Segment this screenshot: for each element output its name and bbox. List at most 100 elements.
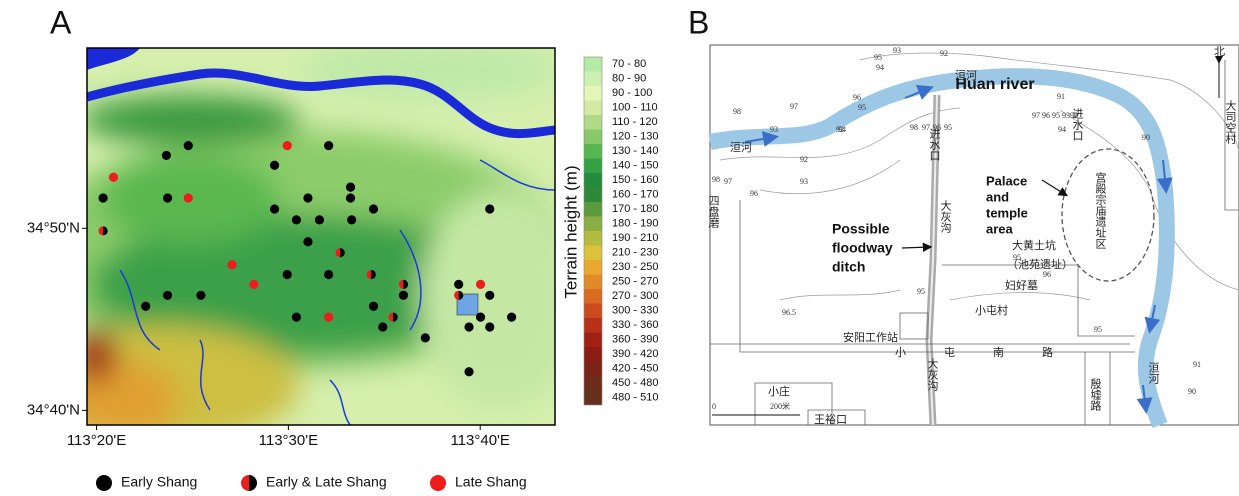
place-name: 宫殿宗庙遗址区 (1094, 171, 1107, 249)
legend-marker-right (249, 475, 257, 491)
contour-label: 95 (1094, 325, 1102, 334)
contour-label: 97 96 95 9392 (1032, 111, 1078, 120)
site (475, 279, 486, 289)
contour-label: 94 (1058, 125, 1066, 134)
legend-label: Late Shang (455, 474, 527, 490)
contour-label: 98 (733, 107, 741, 116)
place-name: 殷墟路 (1089, 378, 1102, 412)
colorbar-swatch (584, 289, 602, 304)
site (485, 290, 495, 300)
contour-label: 96 (1043, 270, 1051, 279)
colorbar-label: 210 - 230 (612, 247, 658, 259)
colorbar-label: 420 - 450 (612, 363, 658, 375)
contour-label: 97 (724, 177, 732, 186)
site (345, 193, 356, 203)
colorbar-label: 230 - 250 (612, 261, 658, 273)
river-name: Huan river (955, 76, 1034, 93)
contour-label: 90 (1142, 133, 1150, 142)
colorbar-swatch (584, 303, 602, 318)
contour-label: 93 (893, 46, 901, 55)
contour-label: 95 (1013, 253, 1021, 262)
site-right-half (393, 312, 398, 322)
place-name: （池苑遗址） (1007, 257, 1073, 271)
site (345, 182, 356, 192)
contour-label: 90 (1188, 387, 1196, 396)
site (398, 290, 409, 300)
scale-label: 200米 (770, 401, 790, 411)
colorbar-label: 100 - 110 (612, 102, 658, 114)
colorbar-label: 390 - 420 (612, 348, 658, 360)
legend-marker-left (241, 475, 249, 491)
colorbar-label: 90 - 100 (612, 87, 652, 99)
site (98, 193, 108, 203)
place-name: 洹河 (1147, 362, 1160, 384)
map-frame (86, 47, 556, 426)
place-name: 洹河 (730, 141, 752, 154)
contour-label: 97 (922, 123, 930, 132)
place-name: 北 (1214, 45, 1225, 58)
contour-label: 92 (800, 155, 808, 164)
place-name: 安阳工作站 (843, 330, 898, 344)
site-right-half (458, 290, 464, 300)
palace-outline (1061, 148, 1155, 282)
ditch-inner (927, 94, 938, 426)
contour-label: 95 (917, 287, 925, 296)
site (324, 312, 334, 322)
terrain (87, 48, 555, 425)
contour-label: 91 (1057, 92, 1065, 101)
colorbar-label: 330 - 360 (612, 319, 658, 331)
colorbar-swatch (584, 361, 602, 376)
x-tick-label: 113°20'E (67, 432, 126, 449)
site (162, 290, 173, 300)
place-name: 小屯南路 (895, 346, 1091, 359)
legend-label: Early & Late Shang (266, 474, 387, 490)
site (141, 301, 151, 311)
site (227, 260, 237, 270)
contour-label: 98 (910, 123, 918, 132)
pointer (1041, 179, 1069, 197)
contour-label: 95 (944, 123, 952, 132)
place-name: 大黄土坑 (1012, 238, 1056, 252)
colorbar-label: 180 - 190 (612, 218, 658, 230)
site (368, 204, 379, 214)
site (475, 312, 486, 322)
colorbar-swatch (584, 173, 602, 188)
colorbar-label: 170 - 180 (612, 203, 658, 215)
site (282, 269, 292, 280)
site (162, 193, 173, 203)
colorbar-swatch (584, 71, 602, 86)
site (368, 301, 379, 311)
colorbar-swatch (584, 100, 602, 115)
site (420, 333, 430, 343)
place-name: 大灰沟 (939, 199, 952, 234)
contour-label: 98 (712, 175, 720, 184)
plan-annotation: temple (986, 205, 1028, 220)
site (454, 279, 464, 289)
legend-marker (430, 475, 446, 491)
site (291, 312, 302, 322)
site (485, 322, 495, 332)
contour-label: 96.5 (782, 308, 796, 317)
place-name: 小庄 (768, 384, 790, 398)
colorbar-swatch (584, 231, 602, 246)
colorbar-label: 360 - 390 (612, 334, 658, 346)
site (161, 150, 172, 161)
plan-annotation: Palace (986, 173, 1027, 188)
x-tick-label: 113°30'E (259, 432, 318, 449)
place-name: 大灰沟 (926, 357, 939, 392)
site (507, 312, 517, 322)
site (303, 237, 313, 247)
site (108, 172, 119, 182)
contour-label: 94 (838, 125, 846, 134)
site (269, 204, 280, 214)
contour-label: 95 (874, 53, 882, 62)
colorbar-swatch (584, 187, 602, 202)
colorbar-label: 300 - 330 (612, 305, 658, 317)
contour-label: 92 (940, 49, 948, 58)
site (291, 215, 302, 225)
place-name: 王裕口 (814, 413, 847, 426)
site (314, 215, 325, 225)
site-left-half (335, 248, 341, 258)
plan-annotation: area (986, 221, 1014, 236)
